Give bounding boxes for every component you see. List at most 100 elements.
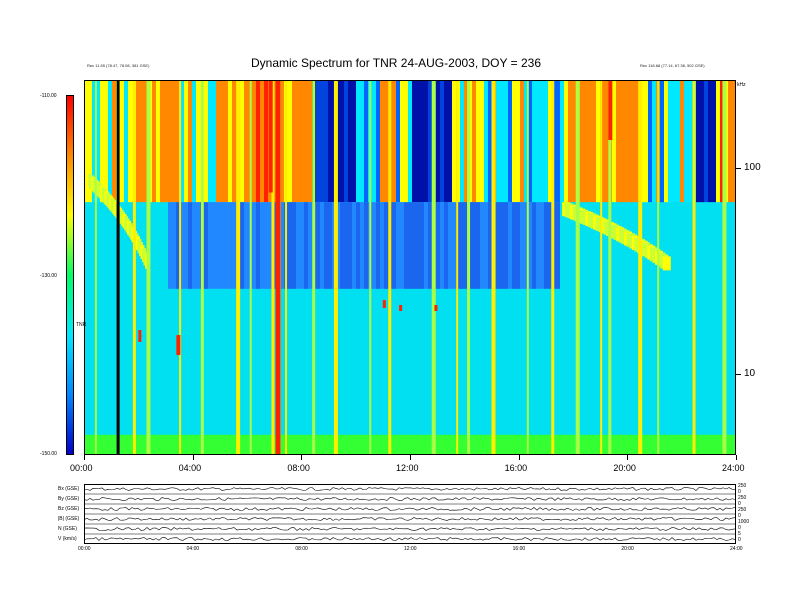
spec-mid-column <box>448 202 452 289</box>
spec-mid-column <box>324 202 328 289</box>
spec-upper-column <box>232 80 236 203</box>
spec-mid-column <box>220 202 224 289</box>
spec-upper-column <box>636 80 640 203</box>
spec-upper-column <box>196 80 200 203</box>
spec-mid-column <box>192 202 196 289</box>
spec-upper-column <box>324 80 328 203</box>
spec-upper-column <box>112 80 116 203</box>
spec-upper-column <box>204 80 208 203</box>
spec-mid-column <box>344 202 348 289</box>
spec-mid-column <box>484 202 488 289</box>
spec-upper-column <box>540 80 544 203</box>
spec-upper-column <box>460 80 464 203</box>
spec-upper-column <box>164 80 168 203</box>
spec-mid-column <box>400 202 404 289</box>
spec-mid-column <box>356 202 360 289</box>
series-label: Bx (GSE) <box>58 486 80 492</box>
spec-mid-column <box>420 202 424 289</box>
spec-mid-column <box>180 202 184 289</box>
spectrogram <box>84 80 736 455</box>
spec-mid-column <box>296 202 300 289</box>
spec-upper-column <box>156 80 160 203</box>
spec-upper-column <box>372 80 376 203</box>
spec-mid-column <box>304 202 308 289</box>
x-tick-label: 24:00 <box>722 463 745 473</box>
spec-upper-column <box>716 80 720 203</box>
spec-burst <box>657 80 660 455</box>
spec-mid-column <box>512 202 516 289</box>
right-tick-10-mark <box>736 374 741 375</box>
spec-mid-column <box>204 202 208 289</box>
small-right-tick: 250 <box>738 495 747 501</box>
spec-red-spot <box>268 80 273 193</box>
parameter-panels <box>84 487 736 544</box>
spec-mid-column <box>444 202 448 289</box>
spec-upper-column <box>140 80 144 203</box>
spec-upper-column <box>144 80 148 203</box>
spec-upper-column <box>412 80 416 203</box>
spec-mid-column <box>452 202 456 289</box>
spec-red-spot <box>382 300 386 308</box>
x-tick-label: 20:00 <box>613 463 636 473</box>
spec-mid-column <box>384 202 388 289</box>
spec-upper-column <box>400 80 404 203</box>
spec-burst <box>179 80 182 455</box>
spec-mid-column <box>184 202 188 289</box>
spec-mid-column <box>244 202 248 289</box>
spec-mid-column <box>268 202 272 289</box>
spec-upper-column <box>632 80 636 203</box>
spec-upper-column <box>184 80 188 203</box>
right-axis-label: kHz <box>737 82 746 88</box>
spec-upper-column <box>408 80 412 203</box>
spec-upper-column <box>424 80 428 203</box>
spec-burst <box>285 80 288 455</box>
spec-mid-column <box>256 202 260 289</box>
spec-mid-column <box>216 202 220 289</box>
spec-burst <box>692 80 696 455</box>
spec-mid-column <box>372 202 376 289</box>
spec-mid-column <box>352 202 356 289</box>
spec-upper-column <box>448 80 452 203</box>
spec-mid-column <box>252 202 256 289</box>
small-x-tick: 12:00 <box>404 546 417 552</box>
spec-mid-column <box>460 202 464 289</box>
header-left-info: Rec 11.55 (78.47, 78.08, 381 GSE) <box>87 63 149 68</box>
spec-upper-column <box>624 80 628 203</box>
spec-mid-column <box>176 202 180 289</box>
spec-burst <box>94 80 97 455</box>
spec-burst <box>146 80 151 455</box>
spec-upper-column <box>124 80 128 203</box>
spec-upper-column <box>720 80 724 203</box>
spec-upper-column <box>224 80 228 203</box>
spec-upper-column <box>228 80 232 203</box>
spec-upper-column <box>280 80 284 203</box>
spec-upper-column <box>556 80 560 203</box>
spec-upper-column <box>508 80 512 203</box>
spec-mid-column <box>440 202 444 289</box>
right-tick-10: 10 <box>744 368 756 379</box>
spec-mid-column <box>532 202 536 289</box>
spec-mid-column <box>408 202 412 289</box>
spec-upper-column <box>504 80 508 203</box>
spec-mid-column <box>464 202 468 289</box>
spec-upper-column <box>644 80 648 203</box>
spec-mid-column <box>392 202 396 289</box>
series-label: V (km/s) <box>58 536 77 542</box>
spec-burst <box>369 80 372 455</box>
spec-mid-column <box>496 202 500 289</box>
spec-mid-column <box>348 202 352 289</box>
spec-mid-column <box>544 202 548 289</box>
spec-burst <box>249 80 252 455</box>
spec-red-spot <box>608 80 613 140</box>
spec-upper-column <box>488 80 492 203</box>
spec-upper-column <box>84 80 88 203</box>
spec-upper-column <box>452 80 456 203</box>
spec-mid-column <box>264 202 268 289</box>
spec-upper-column <box>384 80 388 203</box>
spec-dark-marker <box>116 80 120 455</box>
spec-burst <box>467 80 471 455</box>
spec-burst <box>722 80 727 455</box>
spec-upper-column <box>316 80 320 203</box>
spec-mid-column <box>520 202 524 289</box>
spec-upper-column <box>680 80 684 203</box>
